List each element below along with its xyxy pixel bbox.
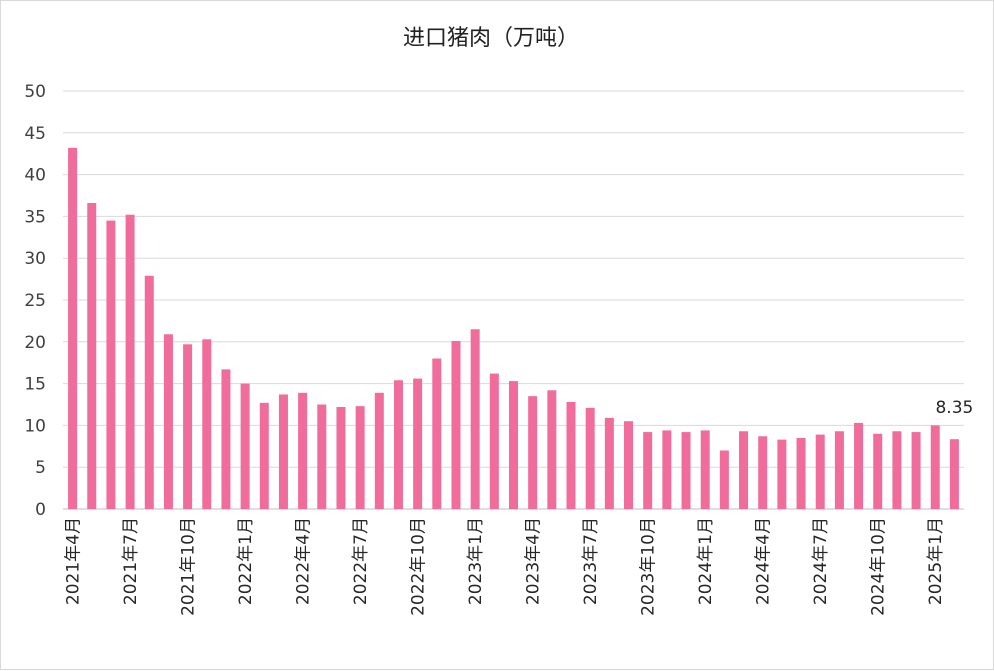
bar — [911, 432, 921, 509]
bar — [144, 275, 154, 509]
bar — [374, 392, 384, 509]
bar — [509, 381, 518, 509]
bar — [949, 439, 959, 509]
bar — [106, 220, 116, 509]
x-tick-label: 2021年4月 — [64, 517, 84, 605]
x-tick-label: 2022年10月 — [409, 517, 429, 616]
bar — [393, 380, 403, 509]
bar — [873, 433, 883, 509]
x-tick-label: 2024年1月 — [696, 517, 716, 605]
bar — [451, 340, 461, 509]
bar — [681, 432, 691, 509]
bar — [930, 425, 940, 509]
x-tick-label: 2023年7月 — [581, 517, 601, 605]
bar — [585, 407, 595, 509]
bar — [604, 417, 614, 509]
y-tick-label: 20 — [24, 333, 46, 353]
x-tick-label: 2021年10月 — [179, 517, 199, 616]
bar — [624, 421, 634, 509]
bar — [662, 430, 672, 509]
x-tick-label: 2024年4月 — [754, 517, 774, 605]
bar — [815, 434, 825, 509]
bar — [796, 437, 806, 509]
y-tick-label: 0 — [35, 500, 46, 520]
bar — [413, 378, 423, 509]
x-tick-label: 2024年10月 — [869, 517, 889, 616]
x-axis-tick-labels: 2021年4月 2021年7月 2021年10月 2022年1月 2022年4月 2022… — [64, 517, 947, 616]
y-tick-label: 45 — [24, 124, 46, 144]
bar — [221, 369, 231, 509]
bar — [432, 358, 442, 509]
bars — [68, 147, 959, 510]
bar — [700, 430, 710, 509]
bar — [87, 203, 97, 510]
y-tick-label: 50 — [24, 82, 46, 102]
bar — [183, 344, 193, 509]
bar — [489, 373, 499, 509]
bar — [317, 404, 327, 509]
x-tick-label: 2022年1月 — [236, 517, 256, 605]
bar — [758, 436, 768, 509]
y-tick-label: 40 — [24, 166, 46, 186]
data-label: 8.35 — [935, 398, 973, 418]
bar — [470, 329, 480, 509]
bar — [278, 394, 288, 509]
bar — [68, 147, 78, 509]
bar — [125, 214, 135, 509]
x-tick-label: 2021年7月 — [121, 517, 141, 605]
bar — [355, 406, 365, 509]
bar — [719, 450, 729, 509]
y-tick-label: 35 — [24, 207, 46, 227]
x-tick-label: 2024年7月 — [811, 517, 831, 605]
bar — [643, 432, 653, 509]
bar — [240, 383, 250, 509]
bar — [547, 390, 557, 509]
y-tick-label: 25 — [24, 291, 46, 311]
gridlines — [63, 90, 964, 510]
bar — [336, 407, 346, 509]
bar — [739, 431, 749, 509]
x-tick-label: 2023年1月 — [466, 517, 486, 605]
bar — [202, 339, 212, 509]
bar — [777, 439, 787, 509]
bar — [566, 401, 576, 509]
bar — [298, 392, 308, 509]
bar — [854, 422, 864, 509]
bar — [528, 396, 538, 509]
x-tick-label: 2023年10月 — [639, 517, 659, 616]
y-tick-label: 5 — [35, 458, 46, 478]
data-labels: 8.35 — [935, 398, 973, 418]
y-tick-label: 15 — [24, 375, 46, 395]
bar — [834, 431, 844, 509]
x-tick-label: 2022年7月 — [351, 517, 371, 605]
bar — [892, 431, 902, 509]
bar — [259, 402, 269, 509]
bar — [163, 334, 173, 509]
y-tick-label: 10 — [24, 416, 46, 436]
chart-title: 进口猪肉（万吨） — [403, 26, 579, 51]
y-tick-label: 30 — [24, 249, 46, 269]
y-axis-tick-labels: 0 5 10 15 20 25 30 35 40 45 50 — [24, 82, 46, 520]
x-tick-label: 2022年4月 — [294, 517, 314, 605]
x-tick-label: 2023年4月 — [524, 517, 544, 605]
x-tick-label: 2025年1月 — [926, 517, 946, 605]
